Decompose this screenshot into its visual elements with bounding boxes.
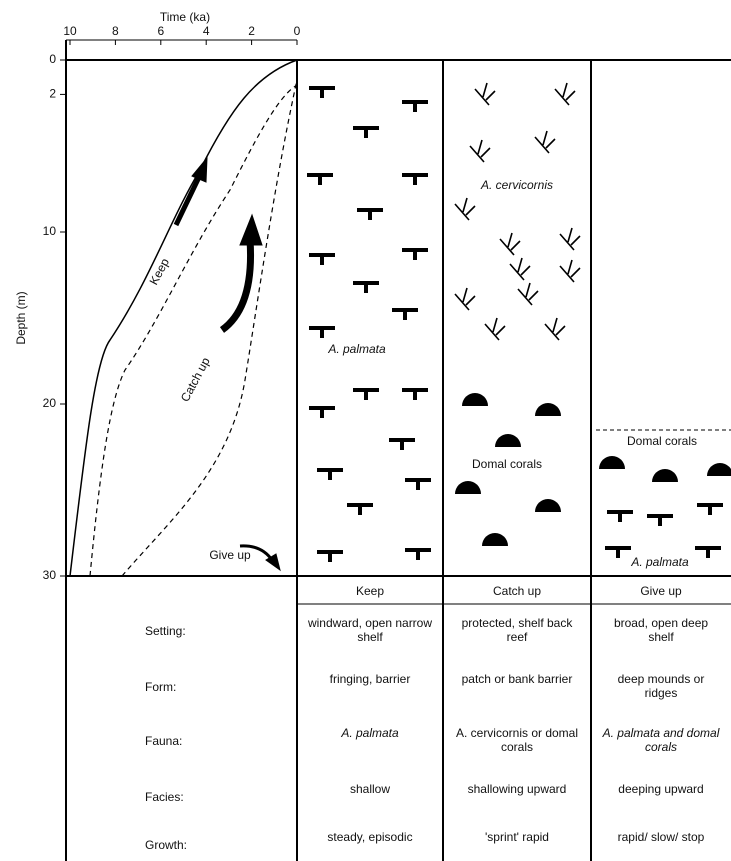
palmata-symbol: [309, 88, 335, 98]
palmata-symbol: [607, 512, 633, 522]
cervicornis-symbol: [545, 318, 565, 340]
cervicornis-symbol: [455, 198, 475, 220]
x-tick-label: 10: [63, 24, 77, 38]
palmata-symbol: [347, 505, 373, 515]
palmata-symbol: [353, 283, 379, 293]
palmata-symbol: [357, 210, 383, 220]
palmata-symbol: [697, 505, 723, 515]
y-tick-label: 2: [49, 87, 56, 101]
column-header: Keep: [297, 584, 443, 598]
domal-symbol: [599, 456, 625, 469]
cervicornis-symbol: [485, 318, 505, 340]
table-cell: broad, open deep shelf: [601, 616, 721, 644]
x-tick-label: 4: [203, 24, 210, 38]
palmata-symbol: [353, 390, 379, 400]
palmata-symbol: [353, 128, 379, 138]
figure: Time (ka) Depth (m) Keep Catch up Give u…: [0, 0, 731, 861]
table-cell: A. palmata: [307, 726, 433, 740]
cervicornis-symbol: [455, 288, 475, 310]
table-cell: fringing, barrier: [307, 672, 433, 686]
domal-symbol: [535, 499, 561, 512]
annotation: A. cervicornis: [480, 178, 553, 192]
curve-label: Give up: [209, 548, 251, 562]
domal-symbol: [535, 403, 561, 416]
curve-label: Catch up: [178, 355, 213, 404]
y-axis-title: Depth (m): [14, 291, 28, 344]
x-axis-title: Time (ka): [160, 10, 210, 24]
table-cell: protected, shelf back reef: [453, 616, 581, 644]
x-tick-label: 0: [294, 24, 301, 38]
palmata-symbol: [309, 408, 335, 418]
domal-symbol: [707, 463, 731, 476]
cervicornis-symbol: [470, 140, 490, 162]
cervicornis-symbol: [560, 260, 580, 282]
row-label: Growth:: [145, 838, 187, 852]
curve-label: Keep: [147, 256, 173, 288]
table-cell: steady, episodic: [307, 830, 433, 844]
cervicornis-symbol: [500, 233, 520, 255]
palmata-symbol: [309, 255, 335, 265]
cervicornis-symbol: [510, 258, 530, 280]
x-tick-label: 2: [248, 24, 255, 38]
annotation: A. palmata: [630, 555, 689, 569]
table-cell: 'sprint' rapid: [453, 830, 581, 844]
annotation: A. palmata: [327, 342, 386, 356]
keep-curve: [70, 60, 297, 576]
palmata-symbol: [309, 328, 335, 338]
y-tick-label: 30: [43, 568, 57, 582]
row-label: Setting:: [145, 624, 186, 638]
palmata-symbol: [317, 470, 343, 480]
annotation: Domal corals: [472, 457, 542, 471]
table-cell: patch or bank barrier: [453, 672, 581, 686]
cervicornis-symbol: [555, 83, 575, 105]
column-header: Give up: [591, 584, 731, 598]
row-label: Fauna:: [145, 734, 182, 748]
domal-symbol: [495, 434, 521, 447]
row-label: Form:: [145, 680, 176, 694]
palmata-symbol: [402, 250, 428, 260]
palmata-symbol: [402, 175, 428, 185]
table-cell: A. cervicornis or domal corals: [453, 726, 581, 754]
domal-symbol: [455, 481, 481, 494]
catch-up-curve: [90, 85, 297, 576]
palmata-symbol: [402, 102, 428, 112]
column-header: Catch up: [443, 584, 591, 598]
palmata-symbol: [605, 548, 631, 558]
cervicornis-symbol: [535, 131, 555, 153]
palmata-symbol: [389, 440, 415, 450]
palmata-symbol: [405, 550, 431, 560]
y-tick-label: 10: [43, 224, 57, 238]
row-label: Facies:: [145, 790, 184, 804]
coral-symbols: [307, 83, 731, 562]
palmata-symbol: [695, 548, 721, 558]
table-cell: deep mounds or ridges: [601, 672, 721, 700]
table-cell: deeping upward: [601, 782, 721, 796]
palmata-symbol: [402, 390, 428, 400]
domal-symbol: [652, 469, 678, 482]
palmata-symbol: [317, 552, 343, 562]
palmata-symbol: [392, 310, 418, 320]
y-tick-label: 0: [49, 52, 56, 66]
annotation: Domal corals: [627, 434, 697, 448]
y-tick-label: 20: [43, 396, 57, 410]
cervicornis-symbol: [518, 283, 538, 305]
cervicornis-symbol: [560, 228, 580, 250]
cervicornis-symbol: [475, 83, 495, 105]
table-cell: A. palmata and domal corals: [601, 726, 721, 754]
x-tick-label: 6: [157, 24, 164, 38]
palmata-symbol: [647, 516, 673, 526]
x-tick-label: 8: [112, 24, 119, 38]
arrows: [176, 158, 280, 570]
table-cell: shallow: [307, 782, 433, 796]
table-cell: rapid/ slow/ stop: [601, 830, 721, 844]
palmata-symbol: [405, 480, 431, 490]
table-cell: windward, open narrow shelf: [307, 616, 433, 644]
palmata-symbol: [307, 175, 333, 185]
domal-symbol: [462, 393, 488, 406]
domal-symbol: [482, 533, 508, 546]
table-cell: shallowing upward: [453, 782, 581, 796]
give-up-curve: [122, 80, 297, 576]
